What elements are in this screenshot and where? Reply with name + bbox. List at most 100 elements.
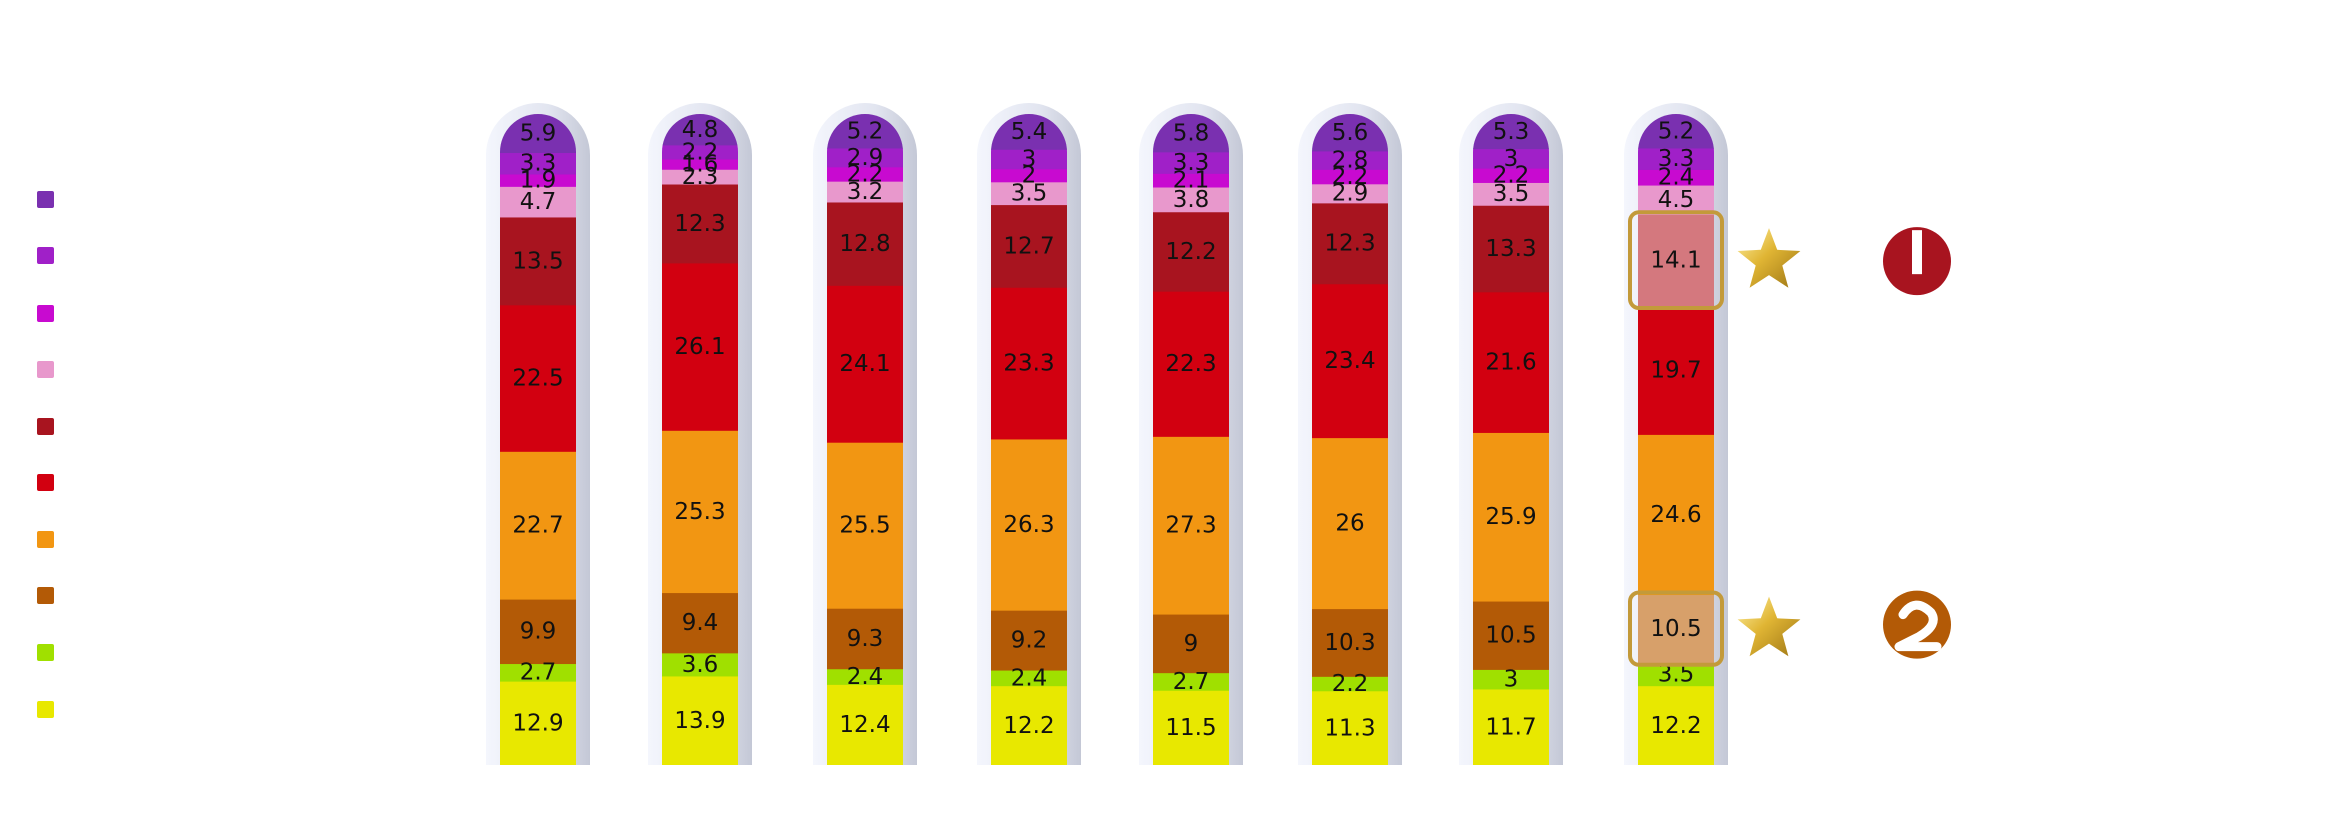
bar-value-label: 2 [1022,163,1037,189]
bar-value-label: 3 [1022,146,1037,172]
bar-segment [500,152,576,175]
bar-segment [1473,182,1549,206]
bar-segment [1473,205,1549,293]
bar-segment [500,598,576,665]
bar-segment [1473,168,1549,183]
bar-segment [991,669,1067,687]
bar-labels: 13.9 3.6 9.4 25.3 26.1 12.3 2.31.62.24.8 [674,117,725,734]
bar-segment [1473,600,1549,670]
legend-swatch [37,247,54,264]
bar-value-label: 12.2 [1003,713,1054,739]
star-icon [1737,596,1801,657]
highlight-frame [1628,590,1724,667]
bar-value-label: 5.8 [1173,120,1210,146]
highlight-decorations [1628,210,1951,667]
bar-value-label: 13.9 [674,708,725,734]
bar-segments [662,114,738,765]
bar-value-label: 4.8 [682,117,719,143]
bar-stack: 13.9 3.6 9.4 25.3 26.1 12.3 2.31.62.24.8 [648,103,752,765]
bar-segments [500,114,576,765]
bar-segments [991,114,1067,765]
bar-segments [827,114,903,765]
bar-segment [991,685,1067,765]
bar-segments [1473,114,1549,765]
bar-segment [662,592,738,654]
bar-value-label: 2.2 [1493,163,1530,189]
bar-value-label: 9.4 [682,610,719,636]
bar-value-label: 5.2 [1658,118,1695,144]
bar-segments [1312,114,1388,765]
bar-value-label: 13.5 [512,248,563,274]
bar-segment [827,166,903,182]
bar-value-label: 24.1 [839,351,890,377]
bar-segment [1153,211,1229,292]
bar-value-label: 5.9 [520,121,557,147]
bar-segment [1638,169,1714,186]
bar-segment [827,442,903,609]
bar-segment [1638,662,1714,687]
bar-value-label: 12.2 [1650,713,1701,739]
bar-value-label: 2.3 [682,164,719,190]
bar-value-label: 10.5 [1650,616,1701,642]
bar-value-label: 10.5 [1485,623,1536,649]
bar-value-label: 3 [1504,146,1519,172]
bar-value-label: 9.2 [1011,628,1048,654]
bar-stack: 12.4 2.4 9.3 25.5 24.1 12.8 3.22.22.95.2 [813,103,917,765]
bar-value-label: 25.5 [839,513,890,539]
bar-value-label: 19.7 [1650,358,1701,384]
bar-segment [662,183,738,264]
bar-value-label: 4.5 [1658,187,1695,213]
legend-swatch [37,531,54,548]
bars: 12.92.79.922.722.513.54.71.93.35.913.93.… [486,103,1728,765]
bar-value-label: 2.8 [1332,148,1369,174]
bar-segments [1153,114,1229,765]
legend [37,191,54,718]
bar-value-label: 5.3 [1493,119,1530,145]
bar-value-label: 2.7 [1173,669,1210,695]
bar-segment [1153,186,1229,213]
bar-segment [662,262,738,431]
bar-value-label: 24.6 [1650,502,1701,528]
bar-segment [1312,202,1388,285]
bar-value-label: 2.2 [1332,164,1369,190]
bar-value-label: 2.2 [847,161,884,187]
bar-value-label: 3.3 [1173,150,1210,176]
bar-segment [991,181,1067,206]
bar-value-label: 2.7 [520,660,557,686]
bar-value-label: 1.6 [682,152,719,178]
bar-segment [1638,184,1714,215]
ballot-number-2-icon [1883,590,1951,659]
bar-segment [1312,676,1388,692]
legend-swatch [37,587,54,604]
bar-segment [1153,151,1229,174]
bar-labels: 12.4 2.4 9.3 25.5 24.1 12.8 3.22.22.95.2 [839,118,890,738]
bar-segment [662,652,738,677]
bar-segment [500,186,576,218]
bar-segment [1312,690,1388,765]
bar-segment [1638,147,1714,170]
bar-value-label: 3.5 [1011,181,1048,207]
bar-labels: 12.23.510.524.619.714.14.52.43.35.2 [1650,118,1701,738]
bar-segment [662,144,738,160]
bar-value-label: 2.2 [682,139,719,165]
bar-value-label: 3.3 [1658,146,1695,172]
bar-value-label: 9 [1184,631,1199,657]
bar-value-label: 12.8 [839,231,890,257]
bar-value-label: 5.6 [1332,120,1369,146]
bar-segment [1638,214,1714,307]
bar-segment [827,668,903,685]
bar-segment [827,684,903,765]
bar-segment [1312,608,1388,677]
bar-segment [500,173,576,187]
bar-value-label: 3.5 [1493,181,1530,207]
bar-segment [1153,672,1229,691]
bar-labels: 12.9 2.7 9.9 22.7 22.5 13.5 4.71.93.3 5.9 [512,121,563,737]
bar-segment [827,181,903,203]
bar-segment [1473,432,1549,602]
bar-value-label: 23.4 [1324,348,1375,374]
